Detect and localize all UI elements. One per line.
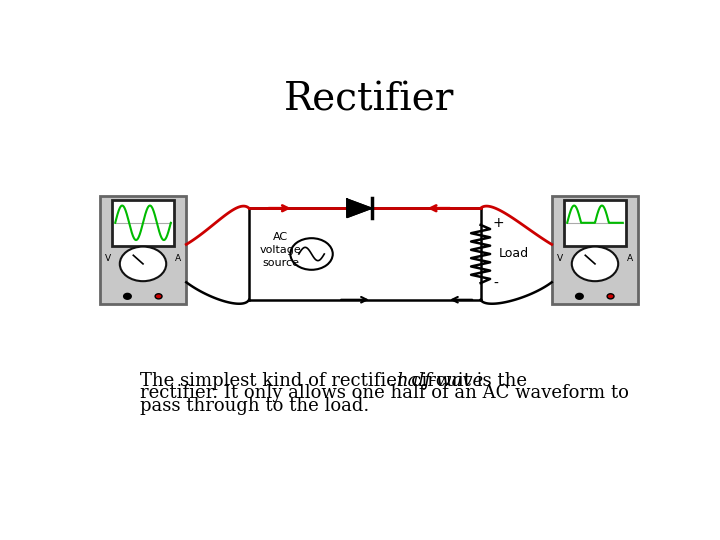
Text: +: + [493, 216, 505, 230]
Bar [564, 200, 626, 246]
Text: AC
voltage
source: AC voltage source [260, 232, 302, 268]
Text: rectifier. It only allows one half of an AC waveform to: rectifier. It only allows one half of an… [140, 384, 629, 402]
Circle shape [124, 294, 131, 299]
Text: -: - [493, 278, 498, 292]
Text: A: A [626, 254, 633, 263]
Text: V: V [557, 254, 563, 263]
Circle shape [155, 294, 162, 299]
Bar [552, 196, 638, 304]
Text: Rectifier: Rectifier [284, 82, 454, 119]
Circle shape [576, 294, 583, 299]
Circle shape [120, 247, 166, 281]
Circle shape [290, 238, 333, 270]
Text: The simplest kind of rectifier circuit is the: The simplest kind of rectifier circuit i… [140, 372, 533, 390]
Text: pass through to the load.: pass through to the load. [140, 397, 369, 415]
Text: V: V [105, 254, 112, 263]
Text: half-wave: half-wave [396, 372, 483, 390]
Text: Load: Load [498, 247, 528, 260]
Text: A: A [175, 254, 181, 263]
Circle shape [607, 294, 614, 299]
Circle shape [572, 247, 618, 281]
Bar [112, 200, 174, 246]
Bar [100, 196, 186, 304]
Polygon shape [347, 199, 372, 218]
